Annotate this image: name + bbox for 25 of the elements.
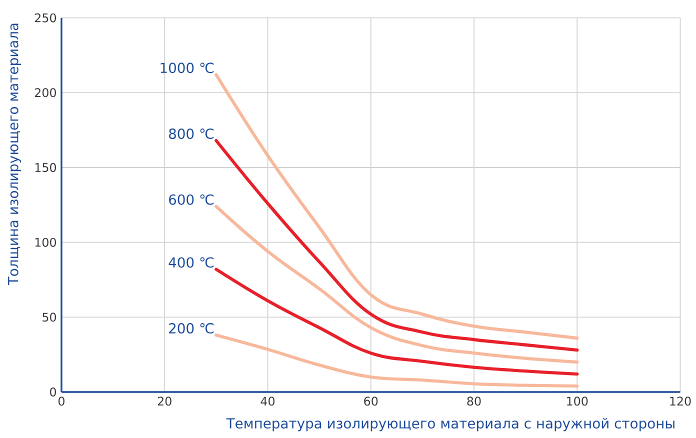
y-tick-label: 0 (50, 388, 56, 397)
line-series (214, 73, 579, 340)
y-tick-label: 200 (34, 88, 56, 98)
x-tick-label: 80 (467, 396, 481, 406)
y-tick-label: 150 (35, 163, 56, 172)
x-tick-label: 60 (364, 396, 378, 406)
x-tick-label: 100 (567, 396, 588, 406)
y-tick-label: 50 (42, 312, 56, 322)
line-series (214, 139, 579, 352)
series-label: 1000 ℃ (160, 62, 214, 74)
x-tick-label: 120 (670, 396, 691, 406)
series-label: 800 ℃ (169, 128, 214, 140)
y-axis-title: Толщина изолирующего материала (8, 24, 22, 286)
line-series (214, 205, 579, 364)
series-label: 400 ℃ (168, 257, 214, 268)
series-label: 200 ℃ (169, 323, 214, 334)
line-series (214, 334, 579, 388)
x-tick-label: 0 (58, 396, 64, 406)
line-series (214, 268, 579, 376)
series-label: 600 ℃ (169, 194, 214, 206)
y-tick-label: 100 (35, 238, 56, 248)
x-tick-label: 40 (260, 396, 275, 406)
x-axis-title: Температура изолирующего материала с наружной стороны (226, 418, 674, 432)
x-tick-label: 20 (158, 396, 172, 406)
y-tick-label: 250 (34, 14, 56, 23)
